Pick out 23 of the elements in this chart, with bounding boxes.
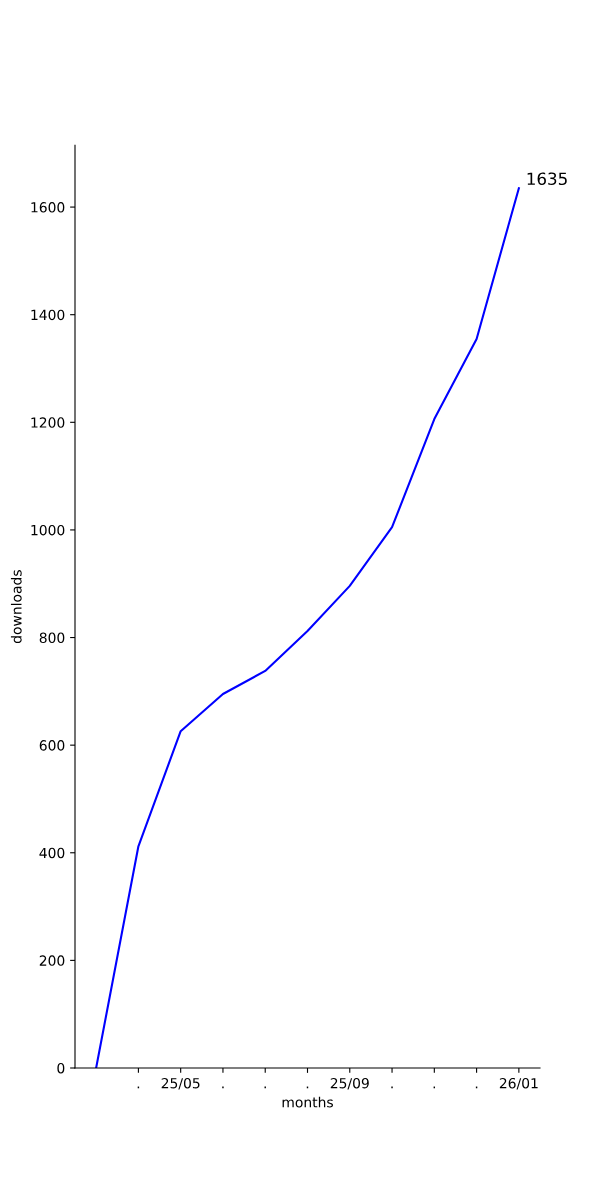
x-tick-label: 26/01 (499, 1077, 538, 1090)
x-tick-label: . (475, 1086, 478, 1089)
y-tick-label: 600 (39, 740, 65, 751)
y-tick-label: 1000 (31, 524, 65, 536)
x-tick-label: . (137, 1086, 140, 1089)
x-tick-label: . (433, 1086, 436, 1089)
x-axis-title: months (282, 1096, 333, 1108)
y-tick-label: 800 (39, 632, 65, 644)
y-tick-label: 1600 (31, 202, 65, 213)
y-tick-label: 0 (57, 1062, 65, 1074)
x-tick-label: . (391, 1086, 393, 1089)
y-tick-label: 1200 (31, 417, 65, 428)
x-tick-label: . (264, 1086, 266, 1089)
y-tick-label: 400 (39, 847, 65, 859)
annotation: 1635 (527, 172, 567, 186)
x-tick-label: . (222, 1086, 224, 1089)
y-tick-label: 200 (39, 955, 65, 966)
x-tick-label: 25/05 (161, 1077, 200, 1090)
y-tick-label: 1400 (31, 309, 65, 321)
line-series (95, 187, 520, 1068)
x-tick-label: 25/09 (330, 1077, 369, 1090)
x-tick-label: . (306, 1086, 309, 1089)
y-axis-title: downloads (10, 570, 22, 644)
